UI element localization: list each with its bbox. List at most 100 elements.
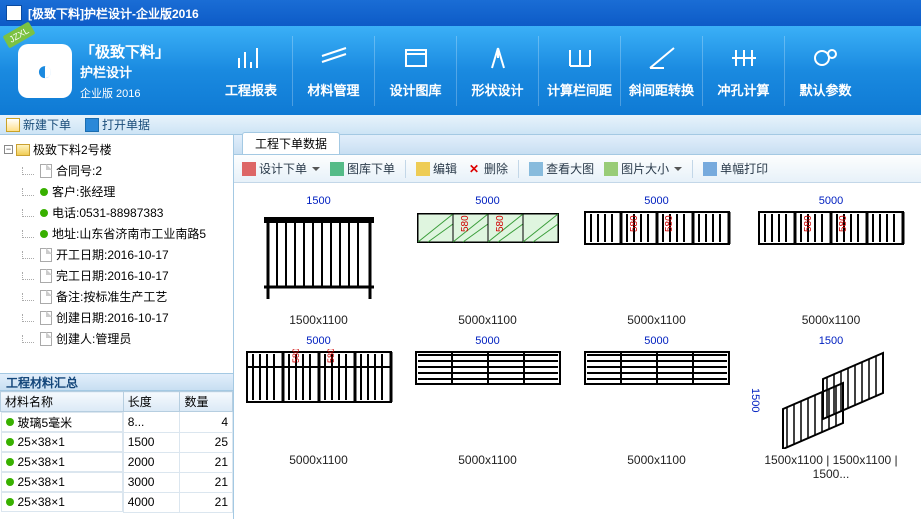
fence-icon: 580580 bbox=[756, 209, 906, 252]
design-order-button[interactable]: 设计下单 bbox=[242, 160, 320, 177]
slope-icon bbox=[646, 42, 678, 74]
svg-text:580: 580 bbox=[326, 349, 336, 363]
bullet-icon bbox=[40, 209, 48, 217]
thumbnail-cell[interactable]: 150015001500x1100 | 1500x1100 | 1500... bbox=[749, 335, 913, 481]
tree-node[interactable]: 创建日期:2016-10-17 bbox=[20, 307, 231, 328]
tree-node[interactable]: 备注:按标准生产工艺 bbox=[20, 286, 231, 307]
bullet-icon bbox=[40, 188, 48, 196]
logo-block: ◐ 「极致下料」 护栏设计 企业版 2016 bbox=[0, 26, 190, 115]
fence-icon bbox=[582, 349, 732, 392]
thumbnail-caption: 5000x1100 bbox=[580, 453, 733, 467]
calc-span-icon bbox=[564, 42, 596, 74]
table-row[interactable]: 25×38×1300021 bbox=[1, 472, 233, 492]
svg-text:580: 580 bbox=[803, 215, 814, 232]
window-title: [极致下料]护栏设计-企业版2016 bbox=[28, 5, 199, 22]
delete-icon: ✕ bbox=[467, 162, 481, 176]
tree-node[interactable]: 完工日期:2016-10-17 bbox=[20, 265, 231, 286]
thumbnail-caption: 5000x1100 bbox=[749, 313, 913, 327]
tree-node[interactable]: 客户:张经理 bbox=[20, 181, 231, 202]
dim-label: 5000 bbox=[644, 335, 668, 347]
report-icon bbox=[235, 42, 267, 74]
fence-icon bbox=[254, 209, 384, 302]
bullet-icon bbox=[6, 478, 14, 486]
print-icon bbox=[703, 162, 717, 176]
thumbnail-cell[interactable]: 50005805805000x1100 bbox=[749, 195, 913, 327]
svg-text:580: 580 bbox=[495, 215, 506, 232]
ribbon-shape[interactable]: 形状设计 bbox=[456, 36, 538, 106]
svg-text:580: 580 bbox=[664, 215, 675, 232]
new-order-button[interactable]: 新建下单 bbox=[6, 116, 71, 133]
page-icon bbox=[40, 290, 52, 304]
image-size-button[interactable]: 图片大小 bbox=[604, 160, 682, 177]
wand-icon bbox=[242, 162, 256, 176]
dim-label: 1500 bbox=[819, 335, 843, 347]
materials-title: 工程材料汇总 bbox=[0, 373, 233, 391]
view-big-button[interactable]: 查看大图 bbox=[529, 160, 594, 177]
shape-icon bbox=[482, 42, 514, 74]
ribbon-punch[interactable]: 冲孔计算 bbox=[702, 36, 784, 106]
svg-text:580: 580 bbox=[460, 215, 471, 232]
bullet-icon bbox=[40, 230, 48, 238]
thumbnail-caption: 1500x1100 bbox=[242, 313, 395, 327]
tree-node[interactable]: 创建人:管理员 bbox=[20, 328, 231, 349]
open-icon bbox=[85, 118, 99, 132]
ribbon-material[interactable]: 材料管理 bbox=[292, 36, 374, 106]
folder-icon bbox=[16, 144, 30, 156]
print-button[interactable]: 单幅打印 bbox=[703, 160, 768, 177]
page-icon bbox=[40, 311, 52, 325]
dim-label: 5000 bbox=[306, 335, 330, 347]
thumbnail-cell[interactable]: 50005805805000x1100 bbox=[242, 335, 395, 481]
tab-bar: 工程下单数据 bbox=[234, 135, 921, 155]
left-panel: − 极致下料2号楼 合同号:2客户:张经理电话:0531-88987383地址:… bbox=[0, 135, 234, 519]
collapse-icon[interactable]: − bbox=[4, 145, 13, 154]
tree-root[interactable]: − 极致下料2号楼 bbox=[2, 139, 231, 160]
ribbon-gallery[interactable]: 设计图库 bbox=[374, 36, 456, 106]
ribbon-default[interactable]: 默认参数 bbox=[784, 36, 866, 106]
col-header[interactable]: 材料名称 bbox=[1, 392, 124, 412]
table-row[interactable]: 25×38×1150025 bbox=[1, 432, 233, 452]
ribbon-slope[interactable]: 斜间距转换 bbox=[620, 36, 702, 106]
edit-button[interactable]: 编辑 bbox=[416, 160, 457, 177]
lib-order-button[interactable]: 图库下单 bbox=[330, 160, 395, 177]
app-logo-icon: ◐ bbox=[18, 44, 72, 98]
logo-main: 「极致下料」 bbox=[80, 41, 170, 62]
materials-table[interactable]: 材料名称长度数量 玻璃5毫米8...425×38×115002525×38×12… bbox=[0, 391, 233, 519]
page-icon bbox=[40, 332, 52, 346]
logo-sub: 护栏设计 bbox=[80, 62, 170, 81]
thumbnail-caption: 5000x1100 bbox=[411, 313, 564, 327]
thumbnail-caption: 1500x1100 | 1500x1100 | 1500... bbox=[749, 453, 913, 481]
new-icon bbox=[6, 118, 20, 132]
thumbnail-cell[interactable]: 50005805805000x1100 bbox=[411, 195, 564, 327]
app-icon bbox=[6, 5, 22, 21]
ribbon-calc-span[interactable]: 计算栏间距 bbox=[538, 36, 620, 106]
open-order-button[interactable]: 打开单据 bbox=[85, 116, 150, 133]
tree-node[interactable]: 电话:0531-88987383 bbox=[20, 202, 231, 223]
dim-label: 1500 bbox=[306, 195, 330, 207]
ribbon-report[interactable]: 工程报表 bbox=[210, 36, 292, 106]
sub-toolbar: 新建下单 打开单据 bbox=[0, 115, 921, 135]
project-tree[interactable]: − 极致下料2号楼 合同号:2客户:张经理电话:0531-88987383地址:… bbox=[0, 135, 233, 373]
table-row[interactable]: 25×38×1400021 bbox=[1, 492, 233, 512]
table-row[interactable]: 玻璃5毫米8...4 bbox=[1, 412, 233, 433]
bullet-icon bbox=[6, 418, 14, 426]
tree-node[interactable]: 开工日期:2016-10-17 bbox=[20, 244, 231, 265]
tree-node[interactable]: 合同号:2 bbox=[20, 160, 231, 181]
bullet-icon bbox=[6, 498, 14, 506]
default-icon bbox=[810, 42, 842, 74]
zoom-icon bbox=[529, 162, 543, 176]
delete-button[interactable]: ✕删除 bbox=[467, 160, 508, 177]
punch-icon bbox=[728, 42, 760, 74]
thumbnail-cell[interactable]: 5000 5000x1100 bbox=[580, 335, 733, 481]
thumbnail-cell[interactable]: 50005000x1100 bbox=[411, 335, 564, 481]
col-header[interactable]: 数量 bbox=[180, 392, 233, 412]
tab-order-data[interactable]: 工程下单数据 bbox=[242, 132, 340, 154]
col-header[interactable]: 长度 bbox=[123, 392, 180, 412]
table-row[interactable]: 25×38×1200021 bbox=[1, 452, 233, 472]
thumbnail-cell[interactable]: 50005805805000x1100 bbox=[580, 195, 733, 327]
gallery-icon bbox=[400, 42, 432, 74]
page-icon bbox=[40, 164, 52, 178]
thumbnail-gallery[interactable]: 15001500x110050005805805000x110050005805… bbox=[234, 183, 921, 519]
tree-node[interactable]: 地址:山东省济南市工业南路5 bbox=[20, 223, 231, 244]
thumbnail-cell[interactable]: 1500 1500x1100 bbox=[242, 195, 395, 327]
svg-text:580: 580 bbox=[629, 215, 640, 232]
